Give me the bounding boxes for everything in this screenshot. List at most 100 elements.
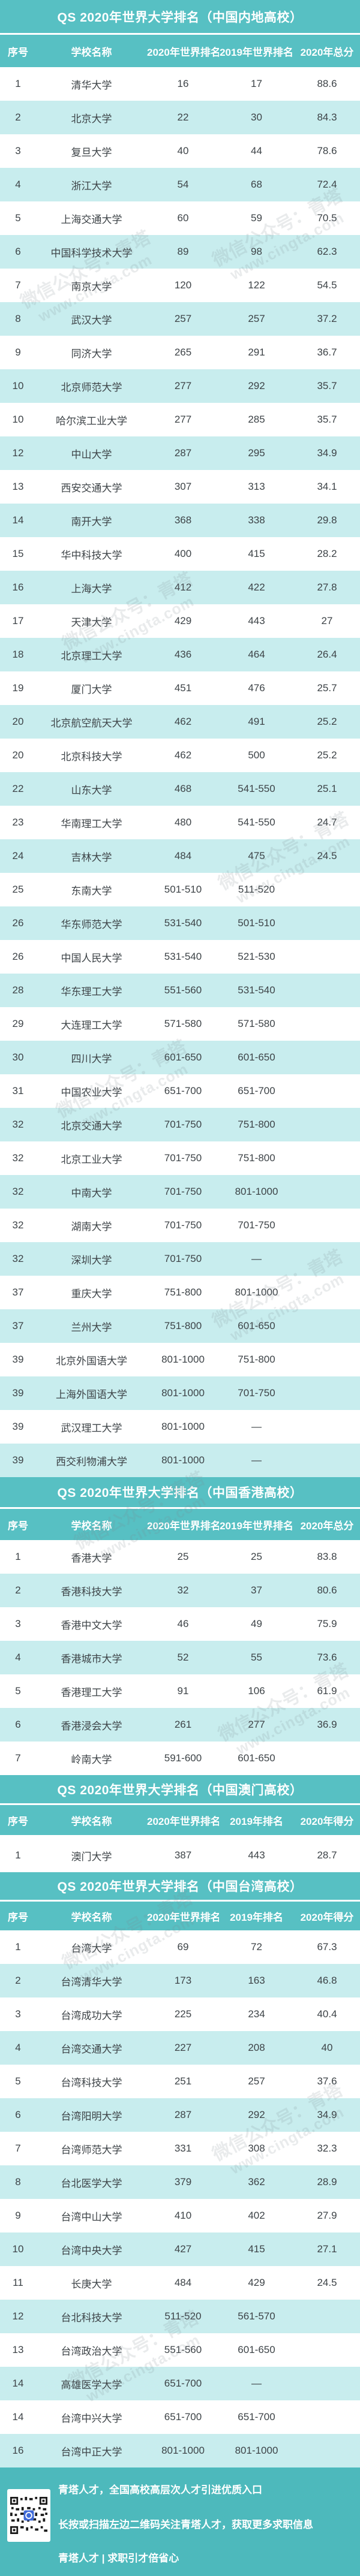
table-row: 1 台湾大学 69 72 67.3 <box>0 1930 360 1964</box>
cell: 436 <box>174 649 192 660</box>
column-header-rank-2019: 2019年世界排名 <box>220 1520 293 1532</box>
cell: 16 <box>12 582 24 593</box>
cell: 37 <box>12 1320 24 1331</box>
cell: 208 <box>248 2042 265 2053</box>
table-row: 32 深圳大学 701-750 — <box>0 1242 360 1276</box>
cell: 中国人民大学 <box>61 952 122 964</box>
cell: 16 <box>177 78 189 89</box>
cell: 52 <box>177 1652 189 1663</box>
cell: 68 <box>251 179 262 190</box>
cell: 287 <box>174 447 192 459</box>
table-row: 1 澳门大学 387 443 28.7 <box>0 1839 360 1872</box>
table-row: 13 西安交通大学 307 313 34.1 <box>0 470 360 504</box>
cell: 16 <box>12 2445 24 2456</box>
cell: 25.2 <box>317 749 337 761</box>
cell: 32 <box>12 1186 24 1197</box>
cell: 27.8 <box>317 582 337 593</box>
cell: 北京师范大学 <box>61 381 122 393</box>
table-body-mainland: 1 清华大学 16 17 88.6 2 北京大学 22 30 84.3 3 复旦大学 40 44 78.6 4… <box>0 67 360 1477</box>
table-row: 23 华南理工大学 480 541-550 24.7 <box>0 806 360 839</box>
cell: 37.6 <box>317 2075 337 2087</box>
cell: 20 <box>12 749 24 761</box>
cell: 484 <box>174 2277 192 2288</box>
cell: 4 <box>15 1652 21 1663</box>
cell: 39 <box>12 1354 24 1365</box>
cell: 11 <box>13 2277 23 2288</box>
cell: 313 <box>248 481 265 492</box>
table-row: 26 华东师范大学 531-540 501-510 <box>0 906 360 940</box>
cell: 163 <box>248 1975 265 1986</box>
table-row: 5 台湾科技大学 251 257 37.6 <box>0 2065 360 2098</box>
cell: 34.9 <box>317 2109 337 2120</box>
cell: 24.7 <box>317 817 337 828</box>
cell: 521-530 <box>238 951 275 962</box>
footer-banner: 青塔人才，全国高校高层次人才引进优质入口 长按或扫描左边二维码关注青塔人才，获取… <box>0 2467 360 2576</box>
cell: 台湾清华大学 <box>61 1976 122 1988</box>
cell: 香港中文大学 <box>61 1619 122 1631</box>
column-header-rank-2020: 2020年世界排名 <box>147 1520 219 1532</box>
cell: 台北科技大学 <box>61 2312 122 2324</box>
cell: 73.6 <box>317 1652 337 1663</box>
cell: 北京科技大学 <box>61 751 122 763</box>
cell: 3 <box>15 2008 21 2020</box>
cell: 12 <box>12 447 24 459</box>
column-header-score-2020: 2020年总分 <box>300 1520 354 1532</box>
column-header-index: 序号 <box>8 1520 28 1532</box>
cell: 801-1000 <box>161 1454 205 1466</box>
cell: 5 <box>15 212 21 224</box>
cell: 72 <box>251 1941 262 1953</box>
cell: 香港大学 <box>71 1552 112 1564</box>
table-body-hongkong: 1 香港大学 25 25 83.8 2 香港科技大学 32 37 80.6 3 香港中文大学 46 49 7… <box>0 1540 360 1775</box>
cell: 台湾中正大学 <box>61 2446 122 2458</box>
cell: 415 <box>248 548 265 559</box>
cell: 61.9 <box>317 1685 337 1697</box>
cell: 华中科技大学 <box>61 549 122 561</box>
cell: 6 <box>15 246 21 257</box>
table-row: 29 大连理工大学 571-580 571-580 <box>0 1007 360 1041</box>
cell: 26 <box>12 951 24 962</box>
cell: 277 <box>174 380 192 391</box>
cell: 429 <box>174 615 192 626</box>
cell: 751-800 <box>238 1119 275 1130</box>
cell: 18 <box>12 649 24 660</box>
cell: 801-1000 <box>161 2445 205 2456</box>
cell: 32 <box>12 1253 24 1264</box>
cell: 227 <box>174 2042 192 2053</box>
cell: 83.8 <box>317 1551 337 1562</box>
cell: 上海外国语大学 <box>56 1388 127 1400</box>
cell: 4 <box>15 179 21 190</box>
divider <box>0 1507 360 1509</box>
table-row: 22 山东大学 468 541-550 25.1 <box>0 772 360 806</box>
cell: 70.5 <box>317 212 337 224</box>
cell: 武汉理工大学 <box>61 1422 122 1434</box>
table-row: 4 香港城市大学 52 55 73.6 <box>0 1641 360 1674</box>
table-row: 31 中国农业大学 651-700 651-700 <box>0 1074 360 1108</box>
cell: 中南大学 <box>71 1187 112 1199</box>
cell: 46.8 <box>317 1975 337 1986</box>
cell: 571-580 <box>164 1018 202 1029</box>
cell: — <box>251 1253 262 1264</box>
cell: 491 <box>248 716 265 727</box>
table-row: 14 台湾中兴大学 651-700 651-700 <box>0 2400 360 2434</box>
table-row: 3 香港中文大学 46 49 75.9 <box>0 1607 360 1641</box>
cell: 601-650 <box>238 1052 275 1063</box>
cell: — <box>251 1454 262 1466</box>
cell: 291 <box>248 347 265 358</box>
cell: 台湾大学 <box>71 1942 112 1954</box>
cell: 701-750 <box>238 1219 275 1231</box>
cell: 400 <box>174 548 192 559</box>
cell: 62.3 <box>317 246 337 257</box>
cell: 6 <box>15 1719 21 1730</box>
table-row: 20 北京航空航天大学 462 491 25.2 <box>0 705 360 739</box>
cell: 257 <box>248 313 265 324</box>
cell: 1 <box>15 78 21 89</box>
cell: 511-520 <box>164 2310 202 2322</box>
cell: 哈尔滨工业大学 <box>56 415 127 427</box>
table-row: 16 台湾中正大学 801-1000 801-1000 <box>0 2434 360 2467</box>
cell: 30 <box>251 112 262 123</box>
cell: 32 <box>12 1119 24 1130</box>
cell: 23 <box>12 817 24 828</box>
column-header-rank-2020: 2020年世界排名 <box>147 1911 219 1923</box>
cell: 801-1000 <box>161 1354 205 1365</box>
cell: 501-510 <box>238 917 275 929</box>
